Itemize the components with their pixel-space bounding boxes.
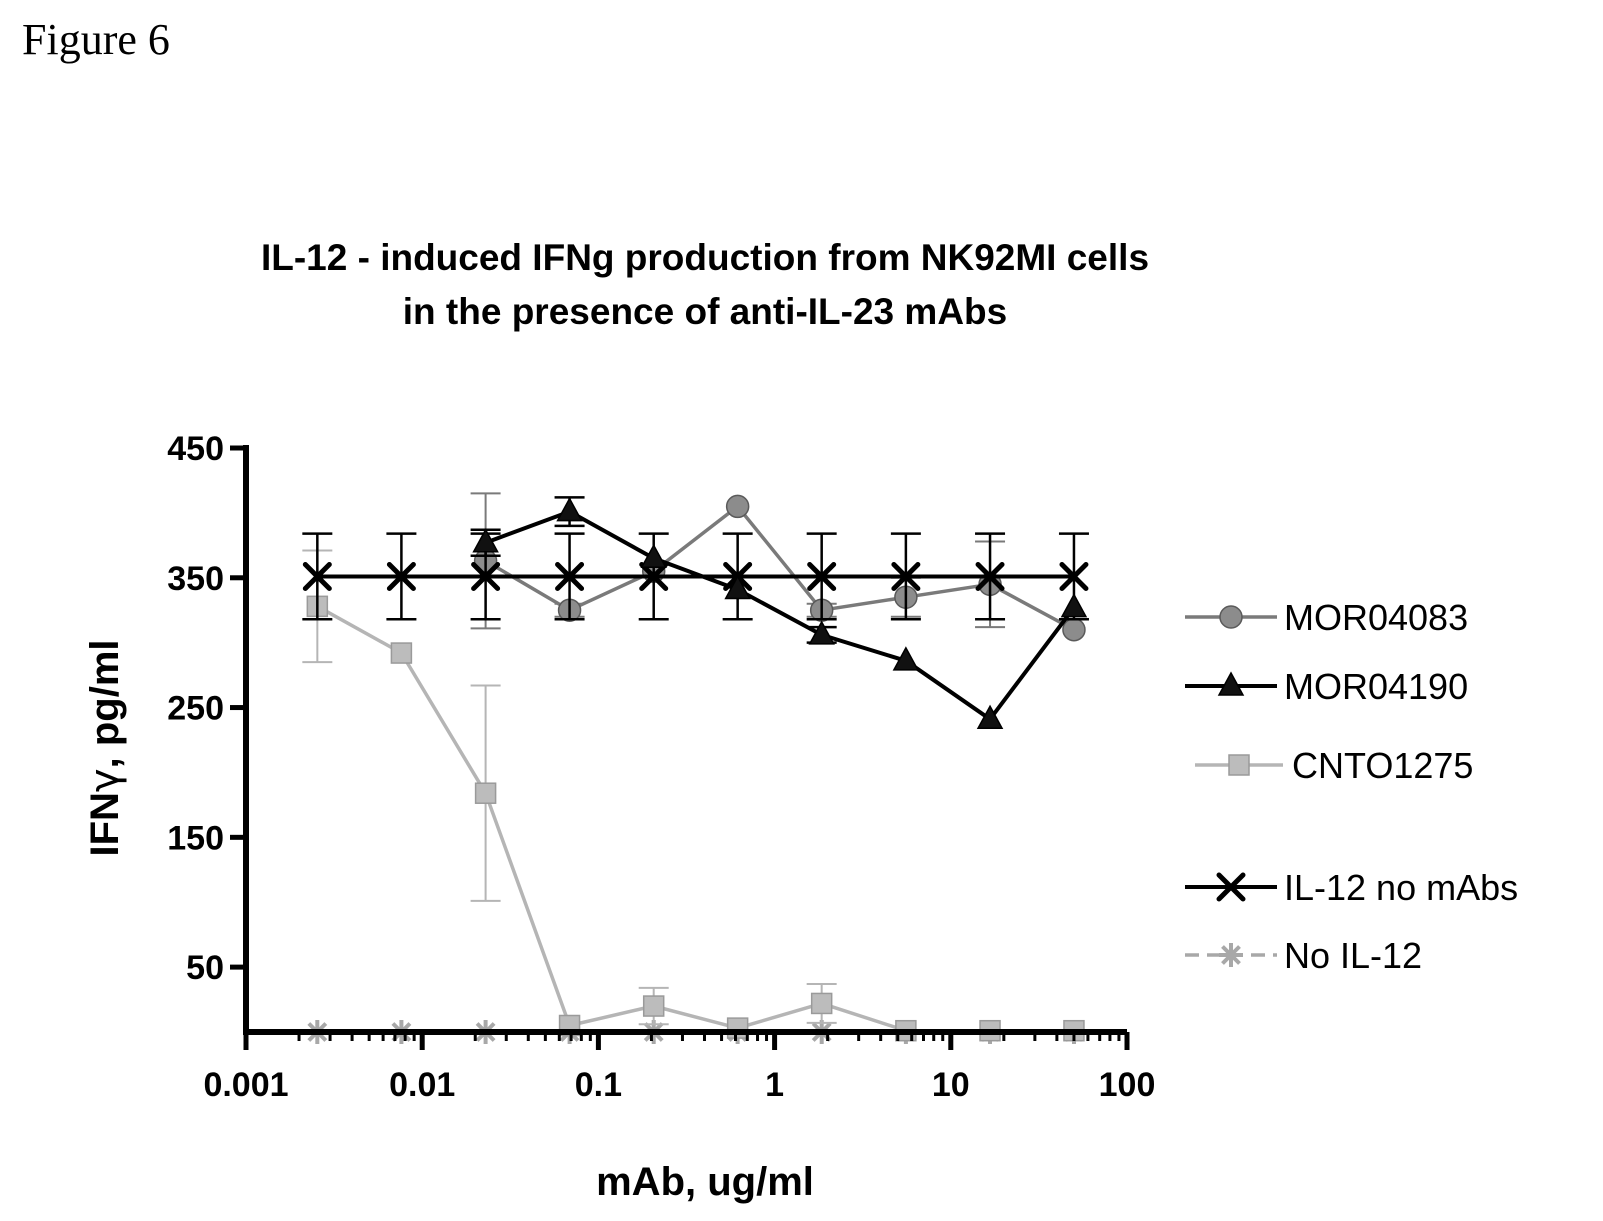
- y-axis-title-main: IFN: [83, 792, 127, 856]
- legend-label: MOR04083: [1284, 597, 1468, 638]
- data-point: [642, 995, 665, 1017]
- x-tick-label: 0.01: [389, 1066, 455, 1104]
- series-line: [484, 509, 1076, 722]
- chart-title-line-1: IL-12 - induced IFNg production from NK9…: [261, 237, 1149, 278]
- data-point: [891, 561, 921, 591]
- data-point: [1059, 561, 1089, 591]
- y-axis-title-greek: γ: [82, 768, 128, 792]
- data-point: [555, 561, 585, 591]
- series-line: [484, 504, 1075, 632]
- data-point: [725, 494, 750, 519]
- data-point: [1060, 593, 1088, 618]
- y-axis-title: IFNγ, pg/ml: [82, 640, 128, 857]
- data-point: [807, 561, 837, 591]
- legend-label: CNTO1275: [1292, 745, 1473, 786]
- series-il-12-no-mabs: [302, 532, 1089, 621]
- data-point: [472, 528, 499, 553]
- plot-area: 50 150 250 350 450 0.001 0.01 0.1 1 10 100: [167, 430, 1155, 1104]
- data-point: [892, 646, 920, 671]
- data-point: [302, 561, 332, 591]
- legend-marker: [1217, 671, 1245, 696]
- y-tick-label: 50: [186, 949, 224, 987]
- legend-label: MOR04190: [1284, 666, 1468, 707]
- data-point: [639, 561, 669, 591]
- legend-marker: [1216, 872, 1246, 902]
- data-point: [726, 1017, 749, 1039]
- x-axis-title: mAb, ug/ml: [596, 1160, 814, 1204]
- legend-marker: [1219, 605, 1243, 629]
- legend-item-no-il-12: No IL-12: [1185, 935, 1422, 976]
- y-tick-label: 350: [167, 560, 224, 598]
- data-point: [976, 704, 1004, 729]
- y-tick-label: 250: [167, 690, 224, 728]
- data-point: [390, 642, 413, 664]
- data-point: [724, 574, 751, 600]
- series-mor04190: [470, 496, 1088, 729]
- data-point: [556, 497, 583, 522]
- legend: MOR04083 MOR04190 CNTO1275 IL-12 no mAbs No …: [1185, 597, 1518, 976]
- axes: 50 150 250 350 450 0.001 0.01 0.1 1 10 100: [167, 430, 1155, 1104]
- legend-item-mor04083: MOR04083: [1185, 597, 1468, 638]
- figure-label: Figure 6: [22, 15, 170, 64]
- chart-title-line-2: in the presence of anti-IL-23 mAbs: [403, 291, 1007, 332]
- legend-item-mor04190: MOR04190: [1185, 666, 1468, 707]
- x-tick-label: 0.001: [203, 1066, 288, 1104]
- y-tick-label: 450: [167, 430, 224, 468]
- series-cnto1275: [302, 549, 1085, 1042]
- data-point: [808, 620, 835, 645]
- x-tick-label: 10: [932, 1066, 970, 1104]
- x-tick-label: 0.1: [575, 1066, 622, 1104]
- x-axis-title-text: mAb, ug/ml: [596, 1160, 814, 1204]
- data-point: [810, 992, 833, 1015]
- legend-label: IL-12 no mAbs: [1284, 867, 1518, 908]
- data-point: [471, 561, 501, 591]
- legend-label: No IL-12: [1284, 935, 1422, 976]
- x-tick-label: 1: [765, 1066, 784, 1104]
- series-line: [316, 604, 1074, 1033]
- legend-marker: [1228, 754, 1250, 776]
- legend-item-il-12-no-mabs: IL-12 no mAbs: [1185, 867, 1518, 908]
- x-tick-label: 100: [1099, 1066, 1156, 1104]
- data-point: [640, 543, 667, 569]
- data-point: [474, 782, 497, 804]
- data-point: [386, 561, 416, 591]
- data-point: [1062, 617, 1086, 642]
- y-axis-title-unit: , pg/ml: [83, 640, 127, 769]
- data-point: [975, 561, 1005, 591]
- legend-marker: [1219, 943, 1243, 967]
- legend-item-cnto1275: CNTO1275: [1195, 745, 1473, 786]
- y-tick-label: 150: [167, 819, 224, 857]
